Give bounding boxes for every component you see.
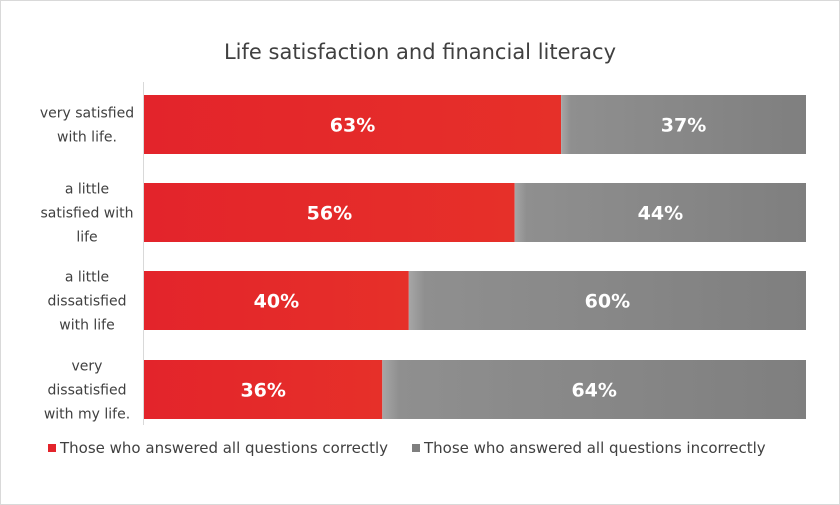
category-label-line: with life [59,318,114,334]
chart-title: Life satisfaction and financial literacy [223,40,616,64]
legend-item-correct: Those who answered all questions correct… [48,439,388,457]
data-label-incorrect-2: 60% [585,291,630,313]
legend-label-incorrect: Those who answered all questions incorre… [424,439,766,457]
category-label-line: life [76,230,97,246]
category-label-line: with my life. [44,407,130,423]
data-label-incorrect-1: 44% [638,203,683,225]
bar-segment-correct-0 [144,95,562,154]
bar-segment-correct-1 [144,183,515,242]
data-label-correct-0: 63% [330,115,375,137]
bar-segment-incorrect-0 [561,95,806,154]
category-label-0: very satisfied with life. [40,106,134,146]
data-label-correct-1: 56% [307,203,352,225]
category-label-line: with life. [57,130,117,146]
legend-swatch-incorrect [412,444,420,452]
bar-segment-correct-3 [144,360,383,419]
data-label-incorrect-0: 37% [661,115,706,137]
legend: Those who answered all questions correct… [48,437,766,459]
bar-segment-correct-2 [144,271,409,330]
bar-segment-incorrect-2 [408,271,806,330]
category-label-1: a little satisfied with life [40,182,133,246]
category-label-line: a little [65,270,109,286]
category-label-line: dissatisfied [48,294,127,310]
legend-item-incorrect: Those who answered all questions incorre… [412,439,766,457]
category-label-3: very dissatisfied with my life. [44,359,130,423]
category-label-line: dissatisfied [48,383,127,399]
data-label-correct-3: 36% [240,380,285,402]
category-label-line: a little [65,182,109,198]
data-label-correct-2: 40% [254,291,299,313]
legend-swatch-correct [48,444,56,452]
data-label-incorrect-3: 64% [571,380,616,402]
category-label-2: a little dissatisfied with life [48,270,127,334]
category-label-line: very satisfied [40,106,134,122]
bar-segment-incorrect-1 [514,183,806,242]
category-label-line: satisfied with [40,206,133,222]
legend-label-correct: Those who answered all questions correct… [60,439,388,457]
bar-segment-incorrect-3 [382,360,806,419]
category-label-line: very [72,359,103,375]
